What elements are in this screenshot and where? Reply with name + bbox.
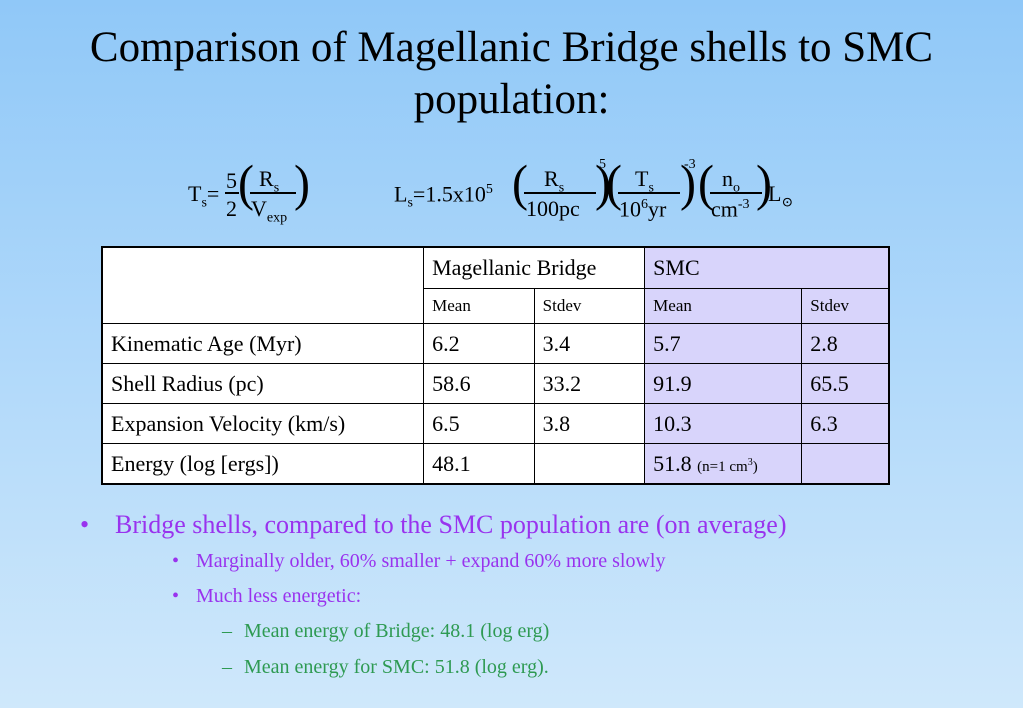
row-label: Expansion Velocity (km/s) xyxy=(101,403,425,444)
cell-smc-stdev: 65.5 xyxy=(801,363,890,404)
table-subheader-row: Mean Stdev Mean Stdev xyxy=(102,288,890,324)
cell-smc-stdev: 2.8 xyxy=(801,323,890,364)
row-label: Energy (log [ergs]) xyxy=(101,443,425,485)
cell-smc-mean: 5.7 xyxy=(644,323,803,364)
cell-mb-mean: 6.5 xyxy=(423,403,535,444)
cell-smc-mean: 51.8 (n=1 cm3) xyxy=(644,443,803,485)
bullet-subsub-2-text: Mean energy for SMC: 51.8 (log erg). xyxy=(244,656,549,678)
subheader-mb-mean: Mean xyxy=(423,288,535,324)
bullet-sub-1: • Marginally older, 60% smaller + expand… xyxy=(172,550,665,573)
bullet-sub-2-text: Much less energetic: xyxy=(196,585,362,607)
table-row: Kinematic Age (Myr) 6.2 3.4 5.7 2.8 xyxy=(101,323,890,364)
cell-mb-mean: 58.6 xyxy=(423,363,535,404)
table-corner-cell xyxy=(101,246,425,324)
bullet-dot-icon: • xyxy=(172,550,180,572)
slide-title: Comparison of Magellanic Bridge shells t… xyxy=(89,24,934,123)
table-row: Shell Radius (pc) 58.6 33.2 91.9 65.5 xyxy=(101,363,890,404)
bullet-sub-1-text: Marginally older, 60% smaller + expand 6… xyxy=(196,550,666,572)
cell-mb-stdev: 33.2 xyxy=(533,363,646,404)
bullet-sub-2: • Much less energetic: xyxy=(172,585,361,608)
cell-mb-mean: 48.1 xyxy=(423,443,535,485)
table-row: Expansion Velocity (km/s) 6.5 3.8 10.3 6… xyxy=(101,403,890,444)
header-smc: SMC xyxy=(644,246,890,289)
subheader-smc-mean: Mean xyxy=(644,288,803,324)
subheader-smc-stdev: Stdev xyxy=(801,288,890,324)
subheader-mb-stdev: Stdev xyxy=(533,288,646,324)
table-row: Energy (log [ergs]) 48.1 51.8 (n=1 cm3) xyxy=(101,443,890,485)
cell-smc-mean: 10.3 xyxy=(644,403,803,444)
cell-mb-stdev: 3.8 xyxy=(533,403,646,444)
sun-symbol-icon: ⊙ xyxy=(781,195,794,211)
bullet-subsub-1: – Mean energy of Bridge: 48.1 (log erg) xyxy=(222,620,549,643)
row-label: Shell Radius (pc) xyxy=(101,363,425,404)
dash-icon: – xyxy=(222,656,232,678)
cell-smc-stdev: 6.3 xyxy=(801,403,890,444)
cell-mb-stdev xyxy=(533,443,646,485)
row-label: Kinematic Age (Myr) xyxy=(101,323,425,364)
energy-note: (n=1 cm3) xyxy=(697,456,758,475)
cell-smc-mean: 91.9 xyxy=(644,363,803,404)
bullet-subsub-2: – Mean energy for SMC: 51.8 (log erg). xyxy=(222,656,549,679)
cell-smc-stdev xyxy=(801,443,890,485)
comparison-table: Magellanic Bridge SMC Mean Stdev Mean St… xyxy=(101,246,890,485)
bullet-subsub-1-text: Mean energy of Bridge: 48.1 (log erg) xyxy=(244,620,550,642)
bullet-dot-icon: • xyxy=(172,585,180,607)
cell-mb-stdev: 3.4 xyxy=(533,323,646,364)
header-magellanic-bridge: Magellanic Bridge xyxy=(423,246,646,289)
table-header-row: Magellanic Bridge SMC xyxy=(101,246,890,324)
bullet-main-text: Bridge shells, compared to the SMC popul… xyxy=(115,510,787,539)
bullet-dot-icon: • xyxy=(80,510,90,539)
dash-icon: – xyxy=(222,620,232,642)
cell-mb-mean: 6.2 xyxy=(423,323,535,364)
